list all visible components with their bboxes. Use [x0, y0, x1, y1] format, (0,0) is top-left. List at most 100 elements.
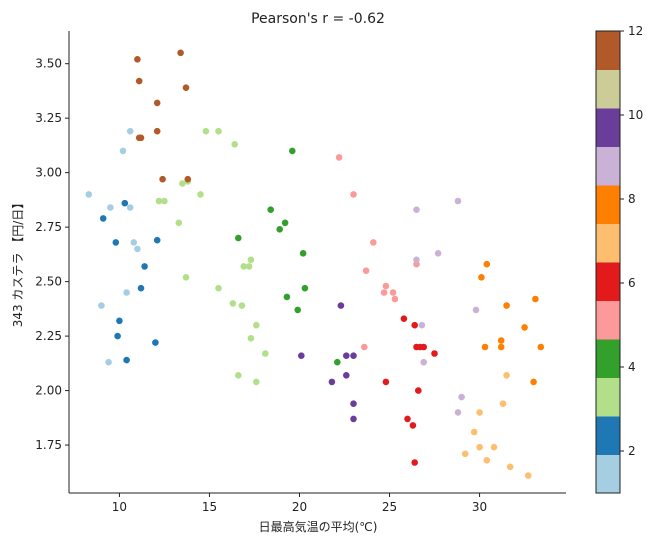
colorbar-tick-label: 4 — [628, 360, 636, 374]
data-point — [404, 415, 411, 423]
data-point — [532, 295, 539, 303]
axes — [68, 31, 566, 494]
data-point — [497, 343, 505, 351]
data-point — [197, 191, 204, 198]
data-point — [252, 378, 260, 386]
data-point — [153, 236, 161, 244]
data-point — [521, 324, 528, 331]
data-point — [215, 127, 222, 135]
y-tick-label: 3.25 — [35, 111, 62, 125]
data-point — [121, 199, 129, 207]
data-point — [400, 315, 408, 323]
data-point — [301, 284, 309, 292]
y-ticks: 1.75 2.00 2.25 2.50 2.75 3.00 3.25 3.50 — [35, 57, 69, 452]
data-point — [153, 99, 161, 107]
colorbar-frame — [595, 30, 621, 494]
colorbar-segment — [596, 69, 620, 109]
data-point — [350, 352, 357, 360]
colorbar-segment — [596, 146, 620, 186]
data-point — [490, 443, 498, 451]
data-point — [215, 284, 222, 292]
data-point — [98, 302, 105, 309]
data-point — [391, 295, 399, 303]
data-point — [235, 372, 242, 379]
data-point — [262, 350, 269, 357]
data-point — [281, 219, 289, 227]
data-point — [238, 302, 246, 309]
data-point — [370, 239, 377, 246]
points-layer — [85, 49, 545, 479]
data-point — [161, 197, 168, 205]
data-point — [335, 154, 343, 161]
data-point — [337, 302, 345, 309]
data-point — [184, 175, 192, 183]
x-tick-label: 25 — [382, 500, 397, 514]
data-point — [420, 358, 428, 366]
data-point — [137, 284, 145, 292]
data-point — [483, 260, 491, 268]
colorbar-segment — [596, 454, 620, 494]
data-point — [134, 245, 141, 253]
colorbar-segment — [596, 185, 620, 224]
colorbar-segment — [596, 339, 620, 378]
data-point — [350, 415, 357, 423]
y-tick-label: 3.50 — [35, 57, 62, 71]
data-point — [476, 443, 483, 451]
data-point — [380, 289, 388, 296]
data-point — [119, 147, 127, 155]
colorbar-segment — [596, 262, 620, 301]
data-point — [298, 352, 305, 360]
data-point — [299, 250, 307, 257]
data-point — [105, 358, 112, 366]
colorbar-tick-label: 12 — [628, 24, 643, 38]
data-point — [123, 289, 130, 296]
data-point — [252, 321, 260, 329]
colorbar-segment — [596, 31, 620, 70]
data-point — [267, 206, 275, 213]
y-tick-label: 2.00 — [35, 384, 62, 398]
data-point — [537, 343, 545, 351]
colorbar-tick-label: 2 — [628, 444, 636, 458]
colorbar-tick-label: 10 — [628, 108, 643, 122]
colorbar-segment — [596, 223, 620, 263]
data-point — [126, 127, 134, 135]
data-point — [350, 400, 357, 408]
data-point — [461, 450, 469, 458]
data-point — [503, 302, 510, 309]
data-point — [431, 350, 438, 357]
data-point — [382, 378, 390, 386]
data-point — [126, 204, 134, 211]
data-point — [247, 256, 255, 264]
data-point — [231, 141, 238, 148]
x-axis-label: 日最高気温の平均(℃) — [259, 519, 378, 534]
data-point — [418, 321, 426, 329]
data-point — [202, 127, 210, 135]
data-point — [229, 300, 237, 307]
data-point — [235, 234, 242, 242]
data-point — [175, 219, 183, 227]
data-point — [153, 127, 161, 135]
data-point — [107, 204, 114, 211]
data-point — [478, 274, 485, 281]
data-point — [389, 289, 397, 296]
x-ticks: 10 15 20 25 30 — [112, 493, 487, 514]
data-point — [85, 191, 93, 198]
data-point — [413, 206, 420, 213]
data-point — [123, 356, 130, 364]
data-point — [382, 282, 390, 290]
data-point — [361, 343, 368, 351]
data-point — [454, 197, 462, 205]
data-point — [350, 191, 357, 198]
data-point — [472, 306, 480, 314]
data-point — [135, 77, 143, 85]
data-point — [343, 372, 350, 379]
y-tick-label: 2.75 — [35, 220, 62, 234]
data-point — [245, 263, 253, 270]
data-point — [458, 393, 465, 401]
data-point — [343, 352, 350, 360]
x-tick-label: 15 — [202, 500, 217, 514]
y-tick-label: 1.75 — [35, 438, 62, 452]
x-tick-label: 20 — [292, 500, 307, 514]
data-point — [247, 335, 255, 342]
